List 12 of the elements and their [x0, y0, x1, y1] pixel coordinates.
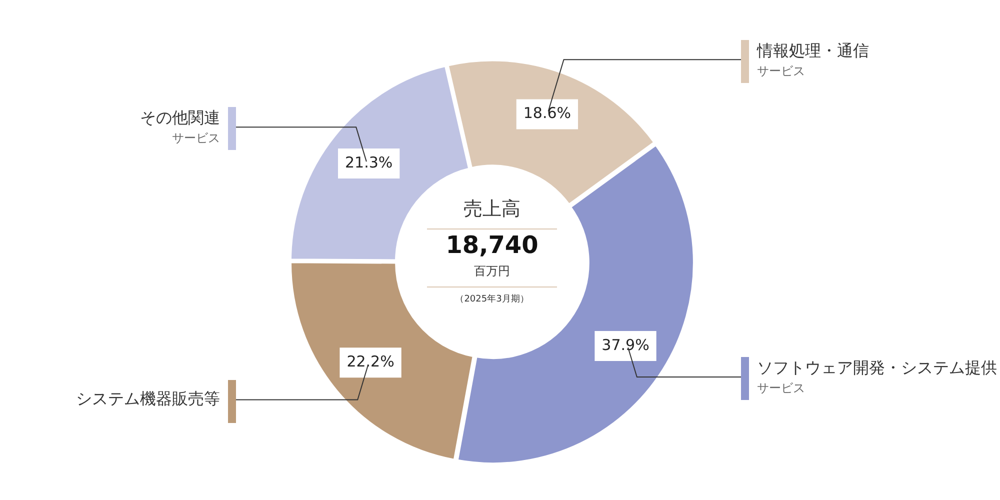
text: 売上高: [464, 198, 520, 220]
text: （2025年3月期）: [455, 293, 529, 304]
data-label: 21.3%: [345, 153, 393, 172]
data-label: 37.9%: [602, 336, 650, 354]
slice-label: ソフトウェア開発・システム提供サービス: [757, 358, 997, 396]
slice-label: その他関連サービス: [140, 108, 220, 146]
text: 18,740: [446, 231, 538, 260]
text: 百万円: [474, 264, 510, 278]
data-label: 18.6%: [523, 104, 572, 122]
data-label: 22.2%: [346, 352, 394, 371]
slice-label: 情報処理・通信サービス: [756, 40, 869, 78]
slice-label: システム機器販売等: [76, 388, 220, 408]
